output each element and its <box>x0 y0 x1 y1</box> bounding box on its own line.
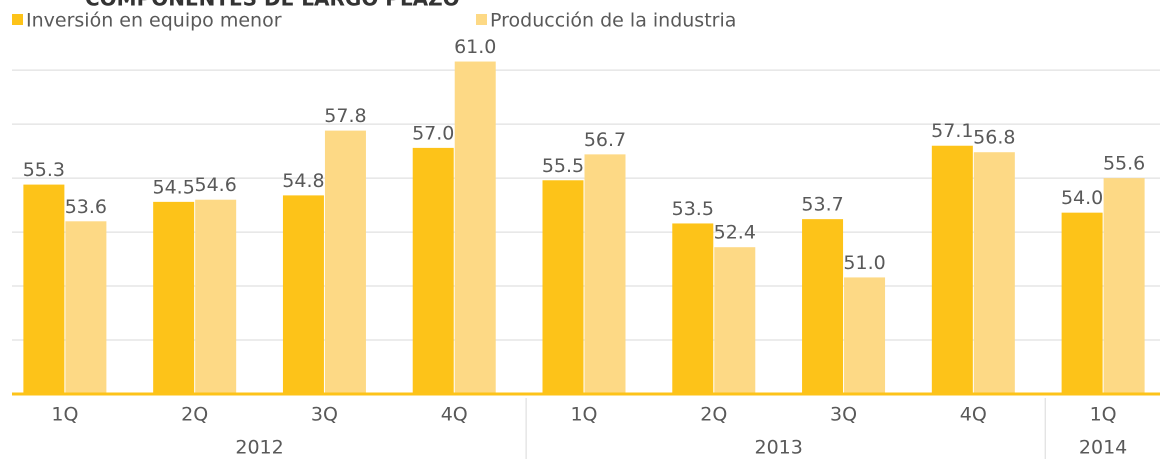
data-label: 51.0 <box>843 252 885 274</box>
data-label: 57.8 <box>324 105 366 127</box>
group-label: 2014 <box>1079 437 1127 459</box>
x-tick-label: 3Q <box>311 404 338 426</box>
legend-label: Producción de la industria <box>490 10 736 32</box>
bar <box>714 247 756 394</box>
bar <box>584 154 626 394</box>
bar <box>802 219 844 394</box>
legend-swatch <box>476 14 487 25</box>
group-label: 2013 <box>754 437 802 459</box>
chart-title: COMPONENTES DE LARGO PLAZO <box>85 0 460 11</box>
x-tick-label: 1Q <box>570 404 597 426</box>
bar <box>1061 212 1103 394</box>
bar <box>931 145 973 394</box>
group-label: 2012 <box>235 437 283 459</box>
bar <box>672 223 714 394</box>
data-label: 53.7 <box>801 194 843 216</box>
bar <box>454 61 496 395</box>
bar <box>153 201 195 394</box>
bar <box>412 147 454 394</box>
x-tick-label: 2Q <box>181 404 208 426</box>
data-label: 57.0 <box>412 122 454 144</box>
legend-swatch <box>12 14 23 25</box>
bar <box>282 195 324 394</box>
bar <box>844 277 886 394</box>
data-label: 53.5 <box>672 198 714 220</box>
bar <box>23 184 65 394</box>
bar <box>973 152 1015 394</box>
x-tick-label: 3Q <box>830 404 857 426</box>
data-label: 55.5 <box>542 155 584 177</box>
data-label: 56.8 <box>973 127 1015 149</box>
data-label: 61.0 <box>454 36 496 58</box>
data-label: 54.0 <box>1061 187 1103 209</box>
x-tick-label: 4Q <box>960 404 987 426</box>
bar <box>1103 178 1145 394</box>
data-label: 53.6 <box>65 196 107 218</box>
data-label: 57.1 <box>931 120 973 142</box>
bar <box>324 130 366 394</box>
x-tick-label: 1Q <box>1090 404 1117 426</box>
bar <box>65 221 107 394</box>
data-label: 55.3 <box>23 159 65 181</box>
x-tick-label: 1Q <box>51 404 78 426</box>
data-label: 52.4 <box>714 222 756 244</box>
bar <box>195 199 237 394</box>
data-label: 55.6 <box>1103 153 1145 175</box>
legend-label: Inversión en equipo menor <box>26 10 282 32</box>
data-label: 56.7 <box>584 129 626 151</box>
data-label: 54.5 <box>153 176 195 198</box>
bar <box>542 180 584 394</box>
data-label: 54.6 <box>195 174 237 196</box>
data-label: 54.8 <box>282 170 324 192</box>
x-tick-label: 4Q <box>441 404 468 426</box>
x-tick-label: 2Q <box>700 404 727 426</box>
